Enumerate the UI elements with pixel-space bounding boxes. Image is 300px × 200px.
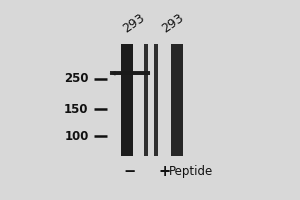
Bar — [121, 44, 134, 156]
FancyArrow shape — [110, 71, 150, 76]
Text: +: + — [158, 164, 170, 179]
Text: 293: 293 — [121, 11, 147, 36]
Text: 250: 250 — [64, 72, 89, 85]
Text: 150: 150 — [64, 103, 89, 116]
Text: 100: 100 — [64, 130, 89, 143]
Bar — [171, 44, 183, 156]
Bar — [143, 44, 148, 156]
Bar — [110, 71, 150, 75]
Text: 293: 293 — [159, 11, 186, 36]
Text: −: − — [123, 164, 136, 179]
Text: Peptide: Peptide — [169, 165, 213, 178]
Bar — [154, 44, 158, 156]
